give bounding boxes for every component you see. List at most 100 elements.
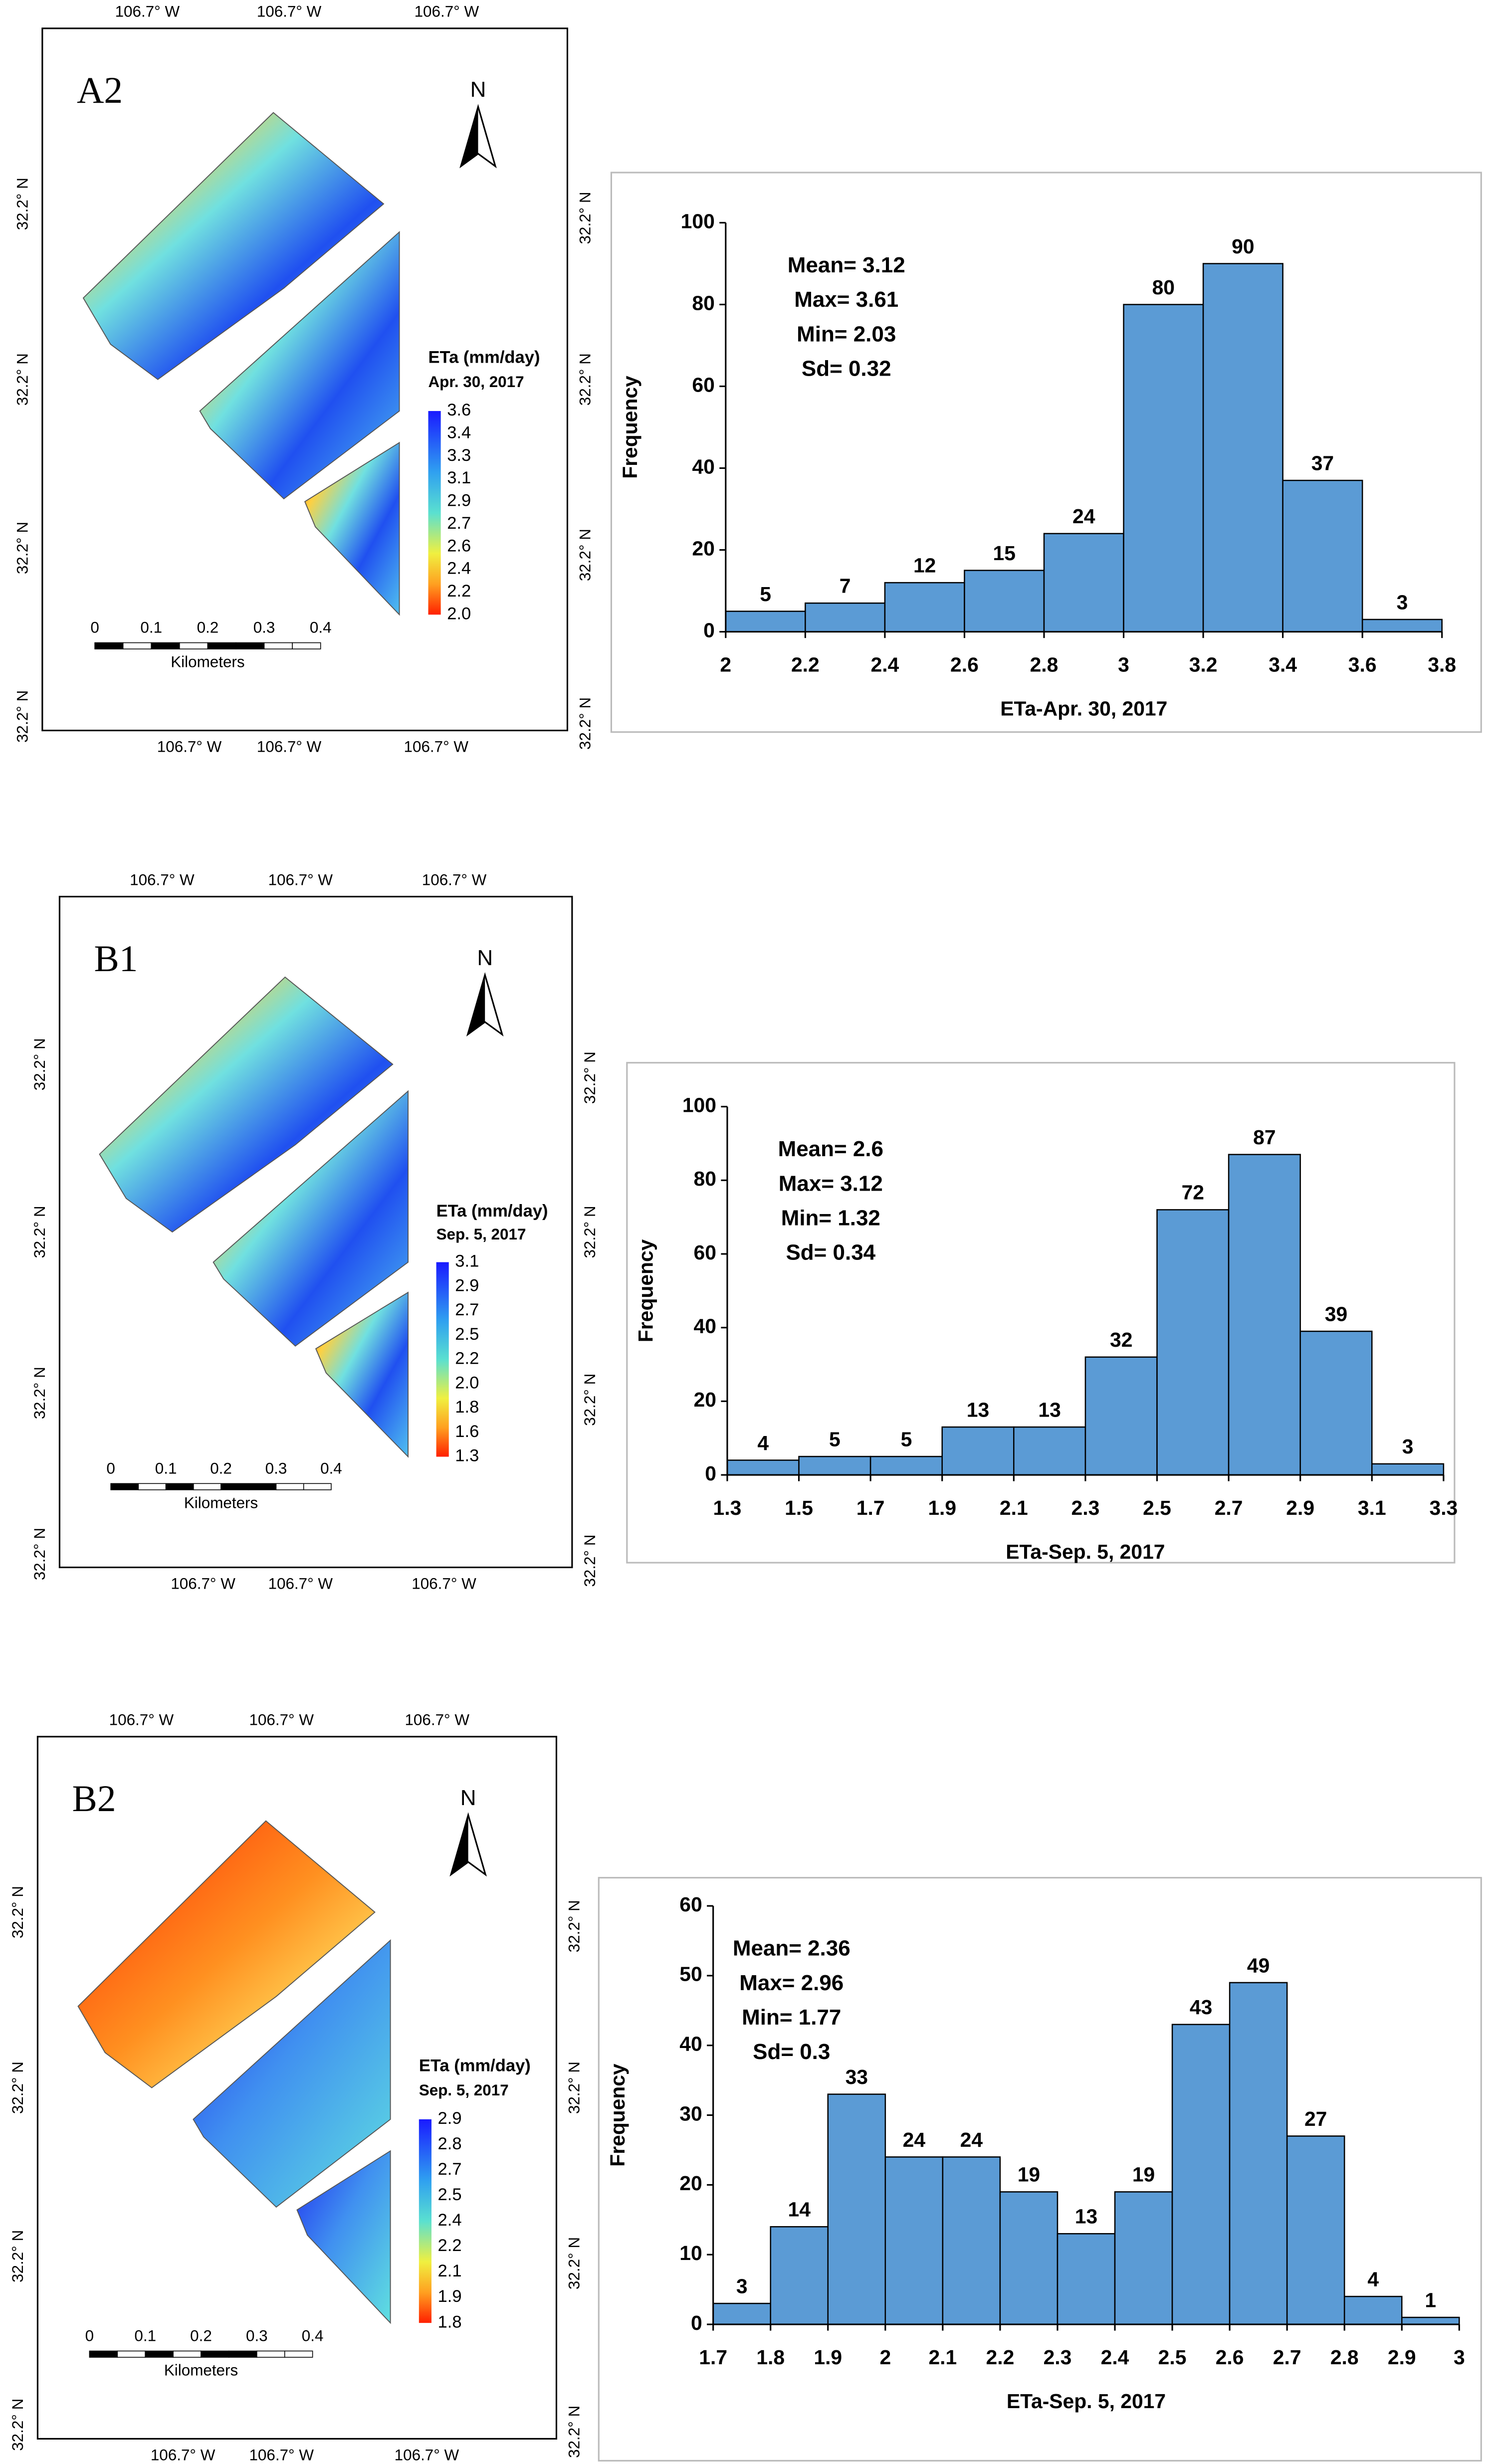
coord-label: 106.7° W [268, 871, 333, 888]
x-tick-label: 1.7 [699, 2346, 727, 2369]
bar [999, 2191, 1059, 2325]
data-label: 24 [903, 2128, 926, 2151]
annotation: Sd= 0.3 [753, 2040, 830, 2064]
scale-segment [201, 2350, 229, 2358]
coord-label: 32.2° N [31, 1206, 48, 1258]
coord-label: 32.2° N [581, 1374, 599, 1426]
x-tick-label: 2.4 [871, 653, 899, 676]
legend-date: Sep. 5, 2017 [419, 2081, 509, 2099]
data-label: 13 [1038, 1398, 1061, 1421]
annotation: Max= 2.96 [739, 1971, 844, 1995]
bar [1043, 533, 1124, 632]
legend-date: Sep. 5, 2017 [436, 1226, 526, 1243]
coord-label: 106.7° W [415, 3, 479, 20]
scale-label: 0.2 [210, 1459, 232, 1477]
x-tick-label: 2.4 [1101, 2346, 1129, 2369]
coord-label: 106.7° W [257, 738, 322, 755]
legend-tick-label: 2.0 [455, 1373, 479, 1392]
coord-label: 106.7° W [157, 738, 222, 755]
bar [1156, 1209, 1230, 1476]
coord-label: 32.2° N [565, 2406, 583, 2458]
field-polygon [77, 1820, 376, 2088]
coord-label: 106.7° W [422, 871, 487, 888]
data-label: 32 [1110, 1328, 1132, 1351]
x-tick-label: 2.2 [986, 2346, 1015, 2369]
scale-segment [138, 1483, 167, 1490]
panel-label: B2 [72, 1778, 116, 1820]
legend-bar [436, 1262, 449, 1457]
x-tick-label: 2.7 [1273, 2346, 1301, 2369]
coord-label: 106.7° W [130, 871, 195, 888]
coord-label: 106.7° W [151, 2446, 215, 2464]
north-label: N [477, 946, 493, 970]
data-label: 12 [913, 554, 936, 577]
coord-label: 32.2° N [9, 1886, 26, 1938]
data-label: 24 [960, 2128, 983, 2151]
x-tick-label: 2.9 [1286, 1496, 1314, 1519]
legend-tick-label: 2.7 [438, 2160, 462, 2179]
legend-tick-label: 2.7 [455, 1300, 479, 1319]
coord-label: 32.2° N [576, 353, 594, 406]
y-tick-label: 0 [705, 1462, 716, 1485]
scale-segment [165, 1483, 194, 1490]
coord-label: 32.2° N [9, 2061, 26, 2114]
y-tick-label: 60 [692, 373, 714, 396]
scale-segment [303, 1483, 332, 1490]
legend-tick-label: 2.2 [447, 582, 471, 601]
bar [941, 1426, 1015, 1476]
x-tick-label: 2 [879, 2346, 891, 2369]
field-polygon [82, 112, 385, 380]
x-tick-label: 2.5 [1143, 1496, 1171, 1519]
x-tick-label: 2.7 [1215, 1496, 1243, 1519]
y-tick-label: 100 [681, 209, 715, 232]
annotation: Sd= 0.34 [786, 1240, 875, 1265]
data-label: 5 [829, 1428, 841, 1450]
bar [798, 1455, 871, 1476]
coord-label: 106.7° W [115, 3, 180, 20]
coord-label: 32.2° N [576, 697, 594, 750]
legend-tick-label: 3.3 [447, 446, 471, 465]
y-tick-label: 0 [703, 618, 715, 641]
y-tick-label: 80 [692, 291, 714, 314]
legend-tick-label: 2.4 [447, 559, 471, 578]
legend-title: ETa (mm/day) [428, 348, 540, 367]
coord-label: 106.7° W [249, 1711, 314, 1729]
bar [805, 602, 886, 632]
data-label: 5 [760, 583, 771, 606]
scale-label: 0.1 [140, 619, 162, 636]
data-label: 39 [1325, 1302, 1347, 1325]
coord-label: 106.7° W [404, 738, 469, 755]
legend-tick-label: 2.4 [438, 2211, 462, 2230]
legend-tick-label: 1.8 [455, 1398, 479, 1417]
scale-label: 0.2 [197, 619, 219, 636]
scale-segment [235, 642, 265, 649]
coord-label: 106.7° W [268, 1575, 333, 1592]
scale-label: 0.3 [253, 619, 275, 636]
scale-label: 0.3 [246, 2327, 268, 2344]
x-tick-label: 1.3 [713, 1496, 742, 1519]
legend-tick-label: 1.6 [455, 1422, 479, 1441]
legend-tick-label: 2.7 [447, 514, 471, 533]
data-label: 3 [1397, 591, 1408, 614]
bar [1057, 2233, 1116, 2325]
data-label: 19 [1132, 2163, 1155, 2186]
x-tick-label: 2.5 [1158, 2346, 1187, 2369]
field-polygon [193, 1939, 391, 2208]
field-polygon [199, 230, 400, 500]
x-axis-label: ETa-Sep. 5, 2017 [1007, 2390, 1166, 2413]
x-tick-label: 2.9 [1388, 2346, 1416, 2369]
field-polygon [315, 1291, 409, 1458]
x-tick-label: 3.6 [1348, 653, 1377, 676]
bar [942, 2156, 1001, 2325]
bar [884, 582, 965, 632]
data-label: 7 [840, 575, 851, 598]
bar [725, 611, 806, 632]
scale-label: 0.3 [265, 1459, 287, 1477]
scale-label: 0.1 [134, 2327, 156, 2344]
field-polygon [213, 1090, 409, 1347]
annotation: Min= 1.77 [742, 2005, 841, 2030]
legend-tick-label: 3.1 [455, 1252, 479, 1271]
annotation: Max= 3.61 [794, 287, 898, 312]
x-tick-label: 2.6 [1216, 2346, 1244, 2369]
scale-label: 0.4 [310, 619, 332, 636]
